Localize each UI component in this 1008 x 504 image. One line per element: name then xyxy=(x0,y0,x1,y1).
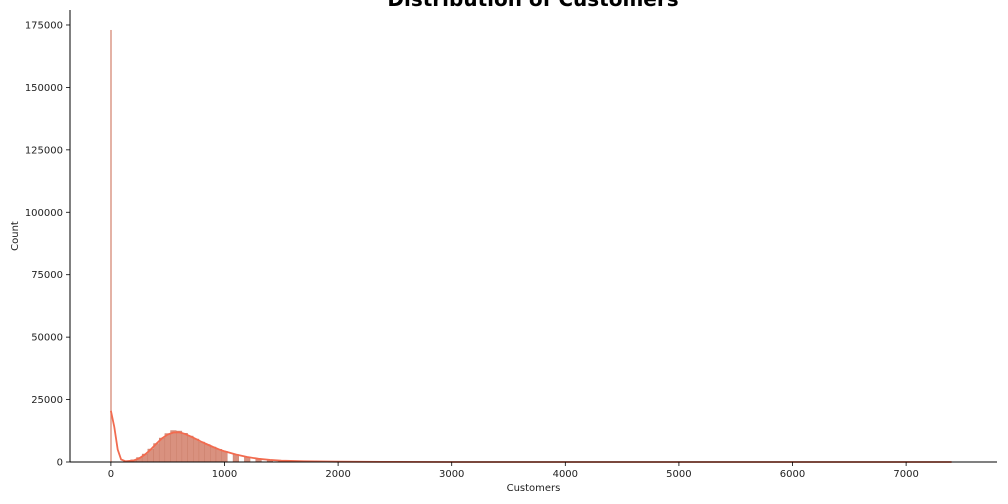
y-tick-label: 125000 xyxy=(25,145,63,156)
x-axis-label: Customers xyxy=(507,483,561,494)
x-axis-ticks: 0 1000 2000 3000 4000 5000 6000 7000 xyxy=(108,462,919,480)
histogram-bar xyxy=(215,449,222,463)
x-tick-label: 0 xyxy=(108,469,114,480)
y-tick-label: 25000 xyxy=(31,395,63,406)
histogram-bar xyxy=(187,435,194,463)
histogram-bar xyxy=(193,438,200,463)
histogram-bar xyxy=(158,437,166,463)
y-tick-label: 175000 xyxy=(25,20,63,31)
histogram-bar xyxy=(181,433,188,463)
histogram-bar-zero xyxy=(110,29,112,462)
x-tick-label: 7000 xyxy=(893,469,918,480)
histogram-bar xyxy=(210,446,217,463)
x-tick-label: 5000 xyxy=(666,469,691,480)
histogram-bar xyxy=(221,451,228,463)
x-tick-label: 4000 xyxy=(553,469,578,480)
chart-title: Distribution of Customers xyxy=(387,0,678,11)
histogram-bars xyxy=(110,29,455,463)
y-tick-label: 150000 xyxy=(25,83,63,94)
y-tick-label: 75000 xyxy=(31,270,63,281)
y-tick-label: 0 xyxy=(57,458,63,469)
histogram-bar xyxy=(176,430,183,463)
y-axis-ticks: 0 25000 50000 75000 100000 125000 150000 175000 xyxy=(25,20,70,469)
histogram-bar xyxy=(170,430,177,463)
kde-line xyxy=(110,410,952,463)
y-tick-label: 50000 xyxy=(31,333,63,344)
x-tick-label: 1000 xyxy=(212,469,237,480)
histogram-bar xyxy=(204,444,211,463)
histogram-bar xyxy=(198,441,205,463)
histogram-bar xyxy=(164,433,171,463)
y-axis-label: Count xyxy=(10,221,21,251)
x-tick-label: 6000 xyxy=(780,469,805,480)
x-tick-label: 3000 xyxy=(439,469,464,480)
y-tick-label: 100000 xyxy=(25,208,63,219)
x-tick-label: 2000 xyxy=(325,469,350,480)
